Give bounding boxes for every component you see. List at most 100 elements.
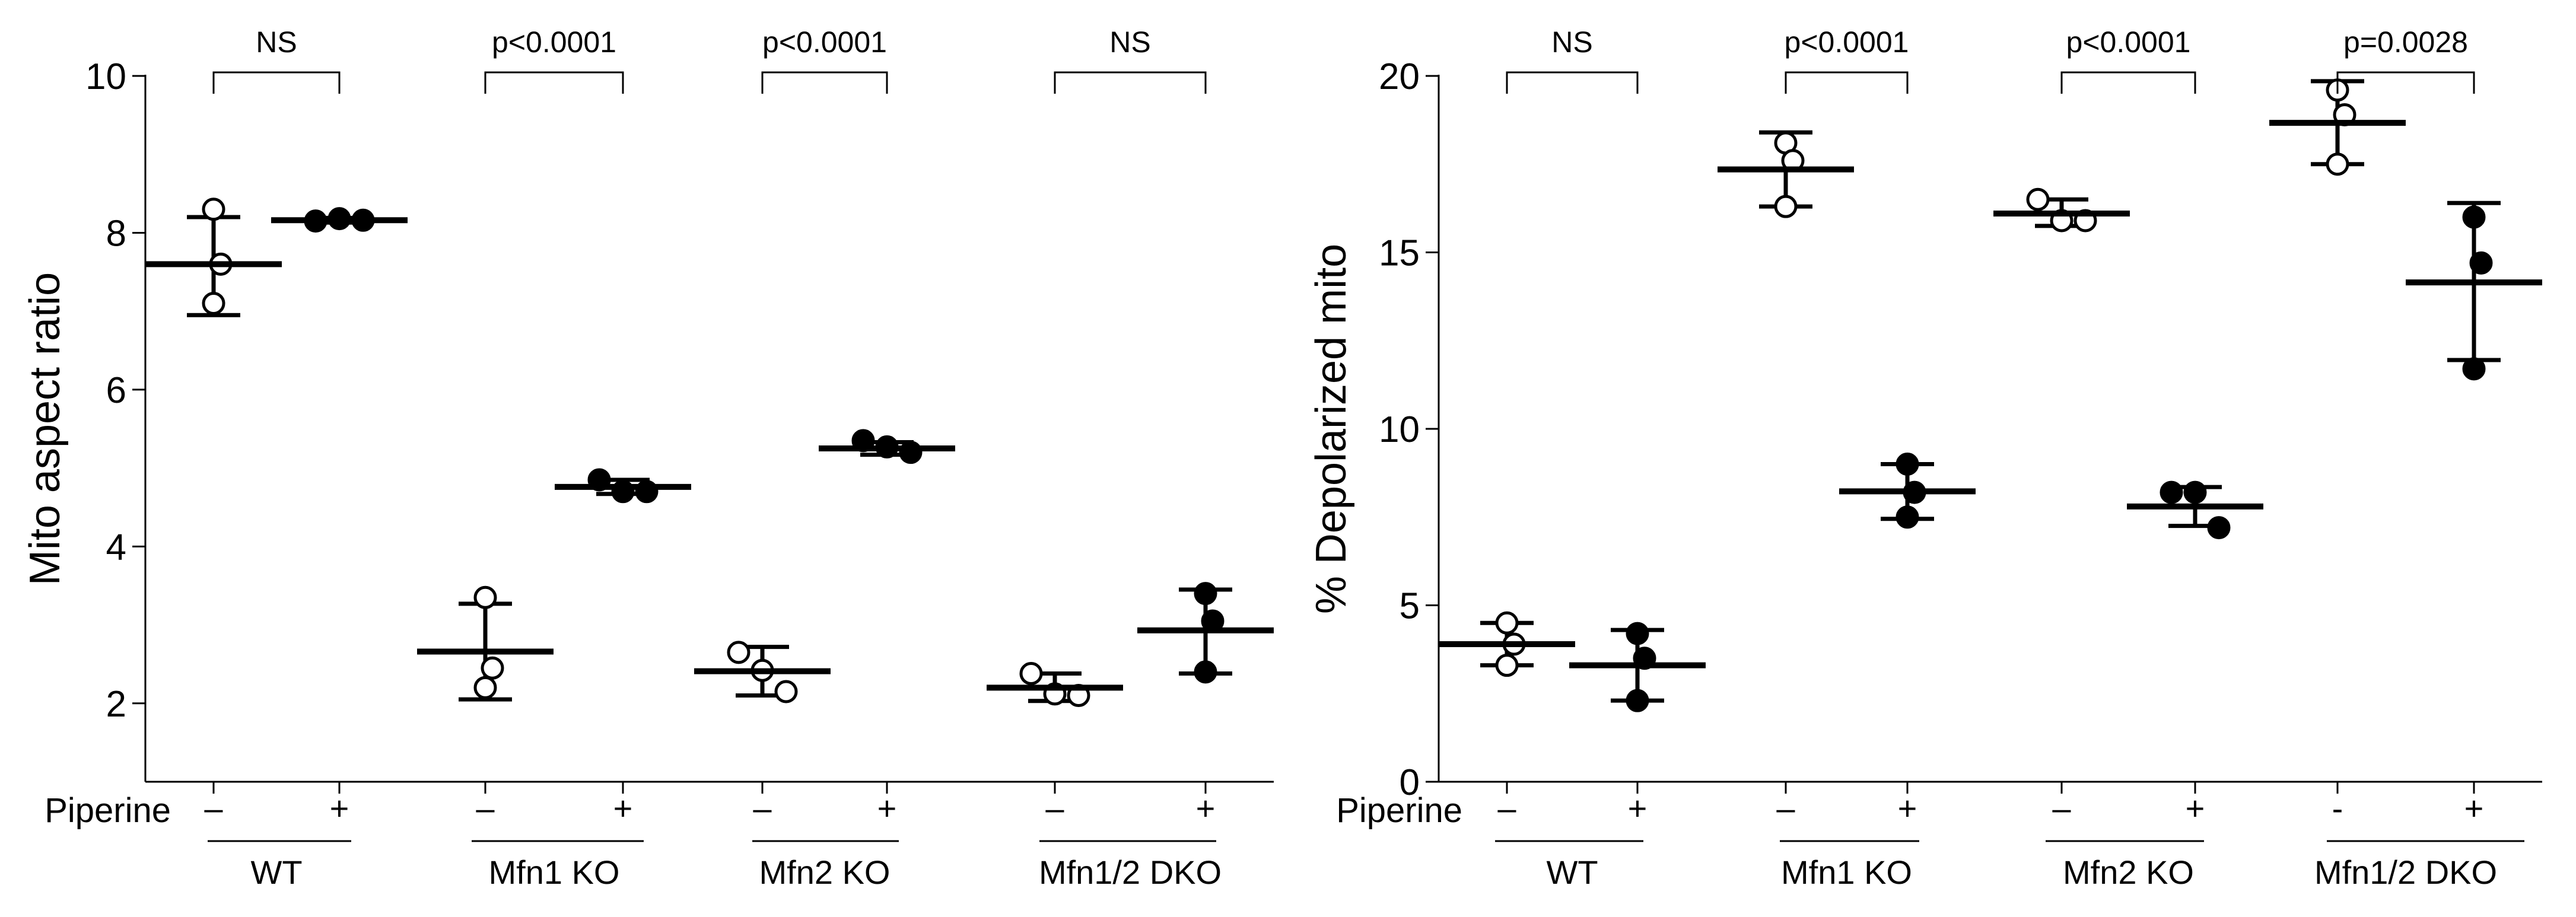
comparison-bracket-group: p=0.0028 xyxy=(2336,26,2475,94)
series-group xyxy=(1993,187,2130,233)
treatment-row-label: Piperine xyxy=(1336,791,1462,830)
series-group xyxy=(2269,78,2406,176)
data-point xyxy=(899,441,923,464)
data-point xyxy=(1495,611,1519,635)
panel-mito-aspect-ratio: 2 4 6 8 10 Mito aspect ratio NS p<0.0001 p<0.000… xyxy=(21,26,1274,891)
data-point xyxy=(774,680,798,703)
comparison-bracket xyxy=(1506,71,1639,94)
data-point xyxy=(1019,662,1043,686)
data-point xyxy=(473,585,497,609)
y-tick-label: 20 xyxy=(1379,56,1420,97)
comparison-label: p<0.0001 xyxy=(762,26,887,59)
comparison-bracket-group: p<0.0001 xyxy=(484,26,624,94)
treatment-sign: + xyxy=(1628,789,1648,827)
comparison-bracket-group: NS xyxy=(1506,26,1639,94)
comparison-bracket xyxy=(1785,71,1909,94)
treatment-sign: + xyxy=(1898,789,1917,827)
group-label: WT xyxy=(250,854,302,891)
data-point xyxy=(2462,205,2486,229)
comparison-label: NS xyxy=(256,26,297,59)
comparison-bracket-group: p<0.0001 xyxy=(1785,26,1909,94)
y-tick-label: 15 xyxy=(1379,233,1420,274)
y-tick-label: 4 xyxy=(106,527,126,568)
comparison-label: NS xyxy=(1551,26,1592,59)
comparison-bracket xyxy=(212,71,341,94)
treatment-sign: + xyxy=(2464,789,2484,827)
y-tick-label: 10 xyxy=(85,56,126,97)
data-point xyxy=(2026,187,2050,211)
group-label: Mfn1 KO xyxy=(1781,854,1912,891)
comparison-label: p<0.0001 xyxy=(1785,26,1909,59)
treatment-sign: – xyxy=(476,789,495,827)
treatment-sign: – xyxy=(1045,789,1064,827)
y-tick-label: 10 xyxy=(1379,409,1420,450)
comparison-bracket-group: NS xyxy=(1054,26,1207,94)
data-point xyxy=(1194,582,1217,606)
comparison-bracket xyxy=(2060,71,2196,94)
data-point xyxy=(1626,622,1649,645)
data-point xyxy=(1896,453,1919,476)
treatment-sign: - xyxy=(2332,789,2343,827)
y-tick-label: 2 xyxy=(106,684,126,725)
y-axis-title: Mito aspect ratio xyxy=(21,272,69,585)
data-point xyxy=(2462,357,2486,381)
series-group xyxy=(819,429,955,464)
treatment-sign: – xyxy=(1776,789,1795,827)
y-tick-label: 6 xyxy=(106,370,126,411)
comparison-label: p=0.0028 xyxy=(2343,26,2468,59)
group-label: Mfn1/2 DKO xyxy=(1039,854,1222,891)
series-group xyxy=(694,641,831,703)
group-label: WT xyxy=(1546,854,1598,891)
treatment-sign: – xyxy=(1497,789,1516,827)
data-point xyxy=(481,656,504,680)
comparison-label: p<0.0001 xyxy=(2066,26,2191,59)
data-point xyxy=(473,676,497,699)
y-tick-label: 8 xyxy=(106,213,126,254)
treatment-row-label: Piperine xyxy=(44,791,171,830)
group-label: Mfn1 KO xyxy=(489,854,620,891)
series-group xyxy=(1439,611,1575,677)
data-point xyxy=(1896,505,1919,529)
y-tick-label: 5 xyxy=(1400,586,1420,627)
comparison-bracket xyxy=(2336,71,2475,94)
series-group xyxy=(1839,453,1976,529)
comparison-label: p<0.0001 xyxy=(492,26,616,59)
series-group xyxy=(1569,622,1706,712)
group-label: Mfn1/2 DKO xyxy=(2314,854,2497,891)
data-point xyxy=(2207,516,2231,540)
group-label: Mfn2 KO xyxy=(2063,854,2194,891)
data-point xyxy=(2469,251,2493,275)
treatment-sign: – xyxy=(204,789,223,827)
data-point xyxy=(202,198,225,221)
data-point xyxy=(2183,480,2207,504)
treatment-sign: – xyxy=(2052,789,2071,827)
data-point xyxy=(1194,660,1217,684)
treatment-sign: + xyxy=(330,789,349,827)
y-axis-title: % Depolarized mito xyxy=(1308,244,1355,614)
data-point xyxy=(202,291,225,315)
series-group xyxy=(2406,200,2542,381)
comparison-label: NS xyxy=(1109,26,1150,59)
series-group xyxy=(555,468,691,504)
data-point xyxy=(727,641,750,664)
data-point xyxy=(2326,152,2349,176)
series-group xyxy=(417,585,554,702)
series-group xyxy=(1137,582,1274,684)
series-group xyxy=(271,207,408,233)
data-point xyxy=(2160,480,2183,504)
data-point xyxy=(1495,654,1519,677)
series-group xyxy=(987,662,1123,708)
y-tick-label: 0 xyxy=(1400,762,1420,803)
group-label: Mfn2 KO xyxy=(759,854,891,891)
comparison-bracket xyxy=(484,71,624,94)
treatment-sign: + xyxy=(877,789,897,827)
data-point xyxy=(1774,195,1798,218)
treatment-sign: + xyxy=(2186,789,2205,827)
comparison-bracket-group: NS xyxy=(212,26,341,94)
series-group xyxy=(145,198,282,317)
comparison-bracket-group: p<0.0001 xyxy=(2060,26,2196,94)
series-group xyxy=(2127,480,2263,540)
data-point xyxy=(1626,689,1649,712)
